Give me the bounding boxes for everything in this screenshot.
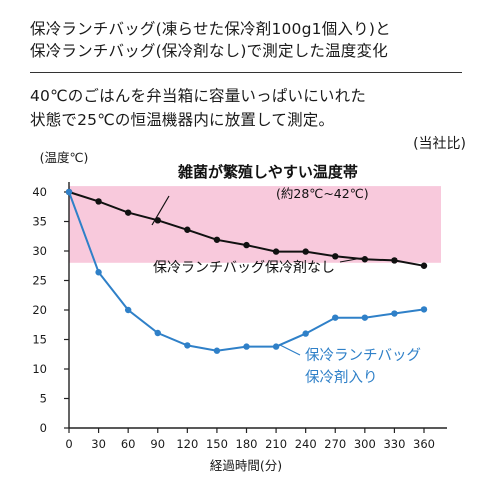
series-leader-with-ice-pack [279,344,301,356]
data-point-0 [124,209,132,216]
y-tick-label: 10 [32,362,47,376]
title-line-2: 保冷ランチバッグ(保冷剤なし)で測定した温度変化 [30,42,388,60]
data-point-1 [420,306,428,313]
band-leader-line [151,195,170,226]
data-point-1 [243,343,250,350]
x-tick-label: 240 [295,437,317,451]
chart-title: 保冷ランチバッグ(凍らせた保冷剤100g1個入り)と 保冷ランチバッグ(保冷剤な… [30,18,470,62]
data-point-0 [420,262,428,269]
data-point-0 [332,253,339,260]
series-label-no-ice-pack: 保冷ランチバッグ保冷剤なし [153,260,335,276]
data-point-0 [272,248,280,255]
x-tick-label: 330 [383,437,405,451]
x-tick-label: 300 [354,437,376,451]
y-tick-label: 40 [32,185,47,199]
y-tick-label: 25 [32,274,47,288]
y-tick-label: 20 [32,303,47,317]
title-divider [30,72,462,73]
band-label: 雑菌が繁殖しやすい温度帯 [177,163,358,181]
data-point-1 [272,343,280,350]
x-tick-label: 0 [65,437,72,451]
y-tick-label: 35 [32,215,47,229]
data-point-1 [184,342,191,349]
data-point-0 [95,198,102,205]
x-axis-title: 経過時間(分) [210,458,282,473]
x-tick-label: 270 [324,437,346,451]
chart-description: 40℃のごはんを弁当箱に容量いっぱいにいれた 状態で25℃の恒温機器内に放置して… [30,84,470,132]
data-point-0 [302,248,309,255]
desc-line-1: 40℃のごはんを弁当箱に容量いっぱいにいれた [30,87,367,105]
data-point-0 [213,236,221,243]
data-point-1 [213,347,221,354]
x-tick-label: 90 [150,437,165,451]
x-tick-label: 180 [236,437,258,451]
series-leader-no-ice-pack [339,257,363,263]
band-sublabel: (約28℃~42℃) [276,186,369,201]
data-point-1 [391,310,398,317]
data-point-1 [65,188,73,196]
series-label-with-ice-pack-line2: 保冷剤入り [305,369,378,386]
y-tick-label: 15 [32,333,47,347]
data-point-1 [332,314,339,321]
x-tick-label: 120 [176,437,198,451]
series-label-with-ice-pack-line1: 保冷ランチバッグ [305,347,421,364]
data-point-1 [95,269,102,276]
data-point-0 [361,256,369,263]
data-point-1 [302,330,309,337]
data-point-0 [391,257,398,264]
data-point-0 [243,241,250,249]
source-note: (当社比) [413,136,466,152]
data-point-1 [154,329,161,337]
data-point-1 [124,306,132,314]
x-tick-label: 60 [121,437,136,451]
title-line-1: 保冷ランチバッグ(凍らせた保冷剤100g1個入り)と [30,20,391,38]
x-tick-label: 360 [413,437,435,451]
data-point-0 [184,226,191,233]
x-tick-label: 210 [265,437,287,451]
x-tick-label: 150 [206,437,228,451]
x-tick-label: 30 [91,437,106,451]
hazard-temperature-band [69,186,441,263]
data-point-1 [361,314,369,321]
desc-line-2: 状態で25℃の恒温機器内に放置して測定。 [30,111,335,129]
y-axis-title: (温度℃) [40,150,89,165]
y-tick-label: 5 [40,392,47,406]
y-tick-label: 30 [32,244,47,258]
y-tick-label: 0 [40,421,47,435]
